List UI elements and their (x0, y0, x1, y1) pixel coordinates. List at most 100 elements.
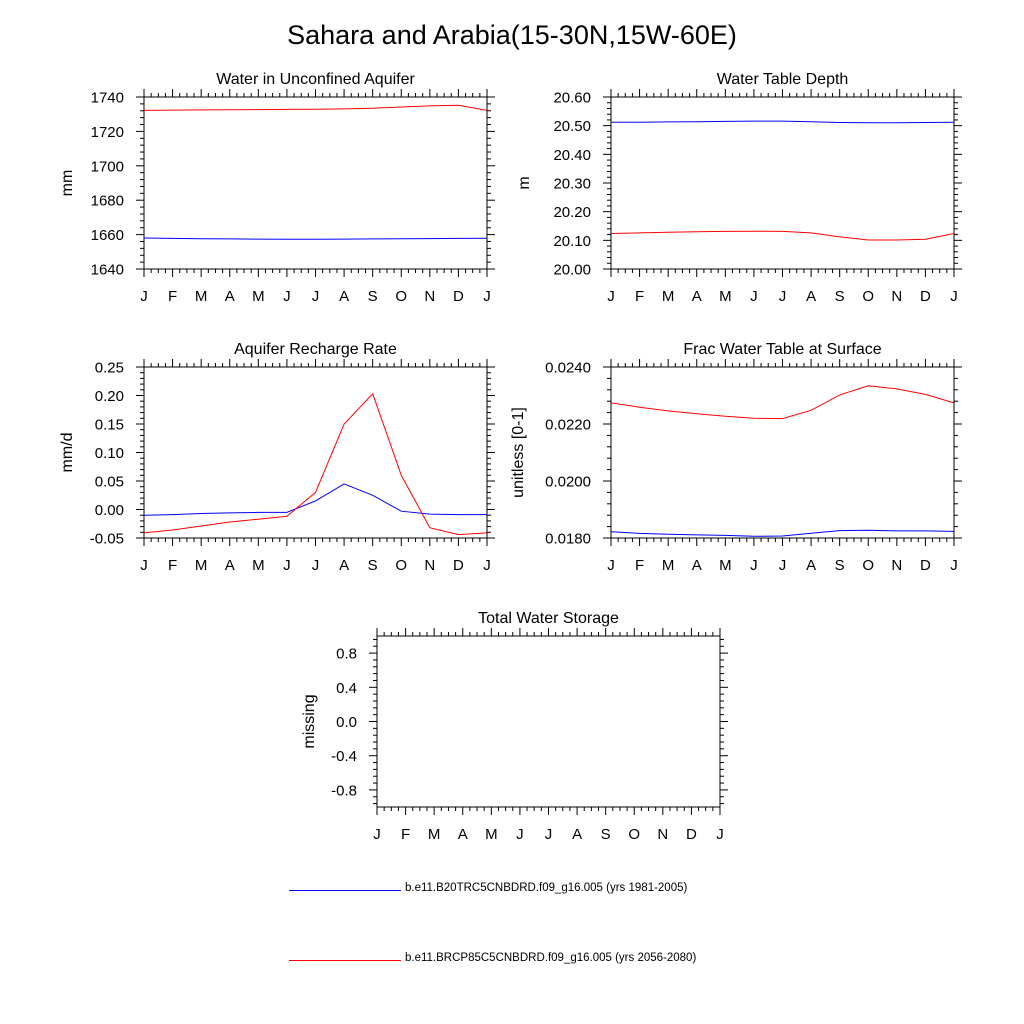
x-tick-label: A (458, 826, 468, 843)
y-tick-label: 20.60 (553, 90, 591, 107)
y-tick-label: 0.00 (95, 502, 124, 519)
series-line-future (610, 385, 955, 420)
panel-title: Aquifer Recharge Rate (234, 341, 397, 358)
x-tick-label: O (628, 826, 640, 843)
x-tick-label: J (607, 288, 615, 305)
series-line-historical (610, 529, 955, 537)
x-tick-label: S (368, 557, 378, 574)
chart-panel-2: J F M A M J J A S O N D J20.0020.1020.2020.3020.4020… (516, 71, 962, 305)
legend-line-future (289, 960, 401, 961)
x-tick-label: J (750, 557, 758, 574)
x-tick-label: J (373, 826, 381, 843)
y-tick-label: -0.8 (331, 782, 357, 799)
chart-panel-4: J F M A M J J A S O N D J0.01800.02000.02200.0240Fra… (510, 341, 962, 574)
y-axis-label: mm/d (59, 433, 76, 473)
y-tick-label: 20.50 (553, 118, 591, 135)
x-tick-label: F (168, 557, 177, 574)
series-line-historical (143, 237, 488, 240)
y-axis-label: missing (301, 694, 318, 748)
plot-frame (143, 366, 488, 539)
x-tick-label: F (168, 288, 177, 305)
y-tick-label: 0.0180 (545, 531, 591, 548)
figure-title: Sahara and Arabia(15-30N,15W-60E) (287, 20, 737, 50)
x-tick-label: A (339, 288, 349, 305)
x-tick-label: D (453, 557, 464, 574)
x-tick-label: N (891, 288, 902, 305)
panel-title: Frac Water Table at Surface (683, 341, 881, 358)
x-tick-label: M (662, 557, 675, 574)
x-tick-label: M (252, 288, 265, 305)
series-line-historical (611, 120, 955, 124)
y-tick-label: 0.15 (95, 417, 124, 434)
plot-frame (143, 96, 488, 270)
chart-panel-1: J F M A M J J A S O N D J164016601680170017201740Wat… (59, 71, 495, 305)
x-tick-label: J (516, 826, 524, 843)
legend-label-historical: b.e11.B20TRC5CNBDRD.f09_g16.005 (yrs 198… (405, 882, 688, 894)
x-tick-label: A (339, 557, 349, 574)
legend-line-historical (289, 890, 401, 891)
x-tick-label: O (862, 288, 874, 305)
x-tick-label: M (719, 288, 732, 305)
y-tick-label: 20.00 (553, 262, 591, 279)
series-line-future (143, 104, 488, 111)
x-tick-label: J (483, 557, 491, 574)
y-tick-label: 0.0220 (545, 417, 591, 434)
y-tick-label: 0.20 (95, 388, 124, 405)
x-tick-label: S (368, 288, 378, 305)
panel-title: Water in Unconfined Aquifer (216, 71, 415, 88)
x-tick-label: O (395, 288, 407, 305)
y-tick-label: 1740 (91, 90, 124, 107)
y-tick-label: 0.0 (336, 714, 357, 731)
x-tick-label: F (635, 557, 644, 574)
x-tick-label: J (779, 288, 787, 305)
y-tick-label: 1660 (91, 227, 124, 244)
x-tick-label: A (692, 288, 702, 305)
chart-panel-3: J F M A M J J A S O N D J-0.050.000.050.100.150.200.… (59, 341, 495, 574)
x-tick-label: D (920, 557, 931, 574)
series-line-historical (143, 483, 487, 516)
x-tick-label: J (950, 557, 958, 574)
y-tick-label: 0.4 (336, 680, 357, 697)
x-tick-label: J (750, 288, 758, 305)
x-tick-label: N (424, 288, 435, 305)
x-tick-label: S (601, 826, 611, 843)
x-tick-label: M (195, 288, 208, 305)
x-tick-label: J (483, 288, 491, 305)
y-tick-label: 0.8 (336, 646, 357, 663)
x-tick-label: N (424, 557, 435, 574)
y-tick-label: -0.4 (331, 748, 357, 765)
y-tick-label: 20.30 (553, 176, 591, 193)
y-tick-label: 0.0200 (545, 474, 591, 491)
y-tick-label: 20.10 (553, 233, 591, 250)
x-tick-label: A (692, 557, 702, 574)
y-tick-label: 0.10 (95, 445, 124, 462)
y-axis-label: mm (59, 170, 76, 197)
y-tick-label: 1640 (91, 262, 124, 279)
x-tick-label: J (283, 557, 291, 574)
x-tick-label: A (572, 826, 582, 843)
legend-label-future: b.e11.BRCP85C5CNBDRD.f09_g16.005 (yrs 20… (405, 952, 697, 964)
plot-frame (610, 366, 955, 539)
x-tick-label: J (140, 288, 148, 305)
x-tick-label: F (635, 288, 644, 305)
y-tick-label: 1680 (91, 193, 124, 210)
x-tick-label: J (950, 288, 958, 305)
plot-frame (376, 635, 721, 808)
y-tick-label: 20.40 (553, 147, 591, 164)
y-tick-label: 1720 (91, 124, 124, 141)
x-tick-label: J (716, 826, 724, 843)
y-tick-label: 20.20 (553, 204, 591, 221)
x-tick-label: F (401, 826, 410, 843)
panel-title: Water Table Depth (717, 71, 849, 88)
x-tick-label: S (835, 557, 845, 574)
x-tick-label: N (657, 826, 668, 843)
x-tick-label: A (806, 557, 816, 574)
x-tick-label: J (283, 288, 291, 305)
y-tick-label: 0.25 (95, 360, 124, 377)
x-tick-label: M (719, 557, 732, 574)
y-tick-label: -0.05 (90, 531, 124, 548)
x-tick-label: J (779, 557, 787, 574)
x-tick-label: D (453, 288, 464, 305)
x-tick-label: M (662, 288, 675, 305)
